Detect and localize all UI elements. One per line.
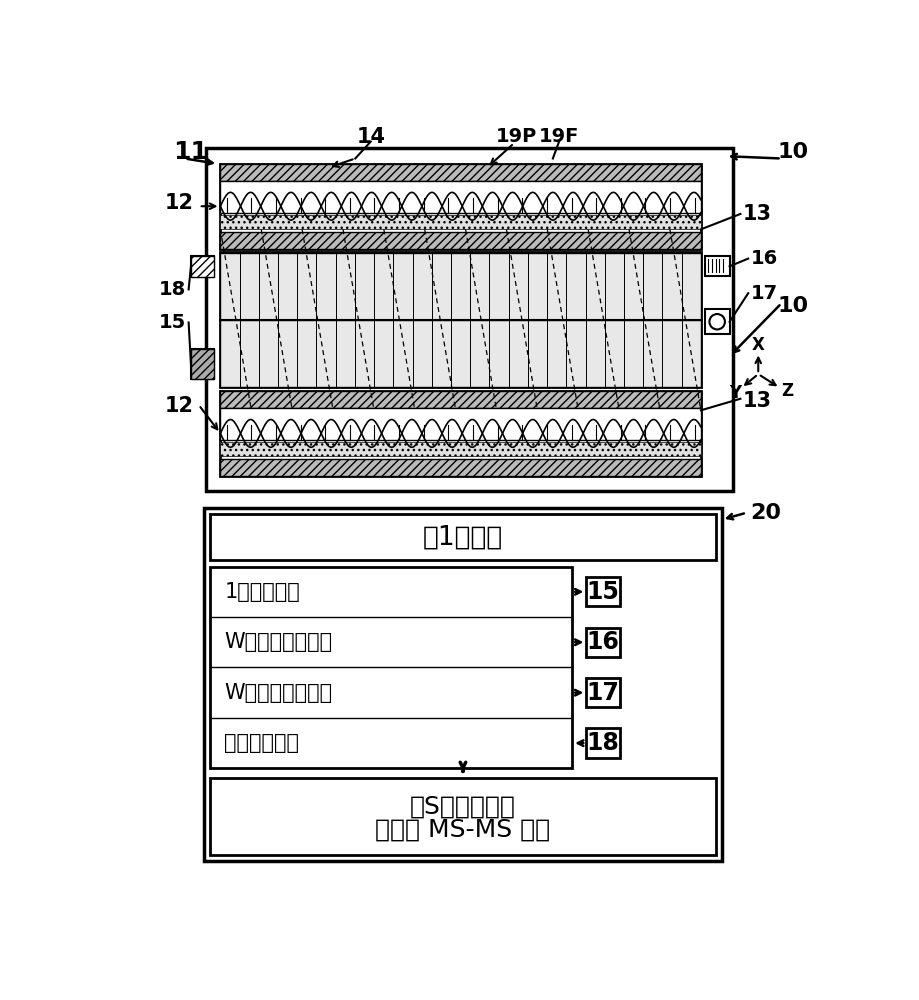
- Text: 10: 10: [777, 296, 808, 316]
- Bar: [191, 349, 214, 379]
- Text: 10: 10: [777, 142, 808, 162]
- Text: 17: 17: [586, 681, 619, 705]
- Bar: [704, 256, 729, 276]
- Bar: [221, 442, 700, 456]
- Circle shape: [709, 314, 724, 329]
- Text: 全质量 MS-MS 解码: 全质量 MS-MS 解码: [375, 818, 550, 842]
- Text: 12: 12: [165, 396, 194, 416]
- Text: Z: Z: [781, 382, 793, 400]
- Bar: [191, 256, 214, 277]
- Bar: [204, 508, 721, 861]
- Bar: [221, 391, 700, 476]
- Bar: [221, 320, 700, 387]
- Bar: [221, 184, 700, 198]
- Text: 18: 18: [159, 280, 186, 299]
- Bar: [585, 728, 619, 758]
- Text: 13: 13: [742, 204, 771, 224]
- Bar: [221, 215, 700, 229]
- Bar: [585, 628, 619, 657]
- Bar: [210, 514, 715, 560]
- Text: 15: 15: [586, 580, 619, 604]
- Bar: [221, 181, 700, 213]
- Text: 16: 16: [586, 630, 619, 654]
- Text: 12: 12: [165, 193, 194, 213]
- Bar: [221, 391, 700, 408]
- Bar: [221, 164, 700, 249]
- Bar: [221, 408, 700, 440]
- Text: 在S个分段之后: 在S个分段之后: [410, 795, 516, 819]
- Text: 11: 11: [173, 140, 208, 164]
- Bar: [585, 678, 619, 707]
- Text: 14: 14: [356, 127, 385, 147]
- Bar: [191, 349, 214, 379]
- Bar: [210, 778, 715, 855]
- Text: 15: 15: [159, 313, 186, 332]
- Bar: [221, 164, 700, 181]
- Bar: [210, 567, 572, 768]
- Text: 16: 16: [750, 249, 777, 268]
- Text: Y: Y: [728, 384, 741, 402]
- Text: 19P: 19P: [495, 127, 537, 146]
- Text: X: X: [751, 336, 764, 354]
- Bar: [206, 148, 732, 491]
- Text: 19F: 19F: [539, 127, 579, 146]
- Bar: [221, 253, 700, 320]
- Text: W个时间编码脉冲: W个时间编码脉冲: [224, 632, 332, 652]
- Bar: [221, 411, 700, 425]
- Bar: [221, 459, 700, 476]
- Text: 1个开始脉冲: 1个开始脉冲: [224, 582, 300, 602]
- Bar: [585, 577, 619, 606]
- Text: 每1个分段: 每1个分段: [423, 524, 503, 550]
- Bar: [704, 309, 729, 334]
- Text: 20: 20: [750, 503, 780, 523]
- Bar: [221, 232, 700, 249]
- Text: W个延迟编码脉冲: W个延迟编码脉冲: [224, 683, 332, 703]
- Bar: [191, 256, 214, 277]
- Text: 13: 13: [742, 391, 771, 411]
- Bar: [221, 252, 700, 387]
- Text: 18: 18: [586, 731, 619, 755]
- Text: 数据记录信号: 数据记录信号: [224, 733, 299, 753]
- Text: 17: 17: [750, 284, 777, 303]
